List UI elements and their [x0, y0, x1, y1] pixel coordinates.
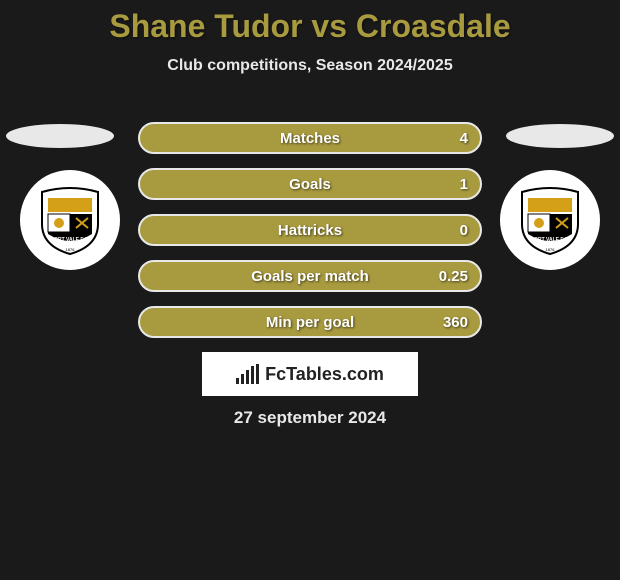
stats-list: Matches 4 Goals 1 Hattricks 0 Goals per … — [138, 122, 482, 352]
stat-row-hattricks: Hattricks 0 — [138, 214, 482, 246]
logo-text: FcTables.com — [265, 364, 384, 385]
page-title: Shane Tudor vs Croasdale — [0, 0, 620, 45]
stat-row-goals: Goals 1 — [138, 168, 482, 200]
club-badge-right: PORT VALE F.C. 1876 — [500, 170, 600, 270]
subtitle: Club competitions, Season 2024/2025 — [0, 57, 620, 75]
stat-label: Min per goal — [266, 314, 354, 331]
stat-label: Goals — [289, 176, 331, 193]
stat-row-matches: Matches 4 — [138, 122, 482, 154]
stat-value: 0.25 — [439, 268, 468, 285]
fctables-logo: FcTables.com — [202, 352, 418, 396]
shield-icon: PORT VALE F.C. 1876 — [518, 184, 582, 256]
stat-row-goals-per-match: Goals per match 0.25 — [138, 260, 482, 292]
svg-text:PORT VALE F.C.: PORT VALE F.C. — [531, 237, 570, 243]
ellipse-left — [6, 124, 114, 148]
club-badge-left: PORT VALE F.C. 1876 — [20, 170, 120, 270]
ellipse-right — [506, 124, 614, 148]
svg-text:1876: 1876 — [66, 247, 76, 252]
stat-value: 1 — [460, 176, 468, 193]
stat-value: 0 — [460, 222, 468, 239]
stat-label: Hattricks — [278, 222, 342, 239]
stat-label: Goals per match — [251, 268, 369, 285]
svg-text:PORT VALE F.C.: PORT VALE F.C. — [51, 237, 90, 243]
bar-chart-icon — [236, 364, 259, 384]
stat-value: 360 — [443, 314, 468, 331]
svg-text:1876: 1876 — [546, 247, 556, 252]
stat-value: 4 — [460, 130, 468, 147]
stat-row-min-per-goal: Min per goal 360 — [138, 306, 482, 338]
date-text: 27 september 2024 — [0, 408, 620, 428]
stat-label: Matches — [280, 130, 340, 147]
shield-icon: PORT VALE F.C. 1876 — [38, 184, 102, 256]
